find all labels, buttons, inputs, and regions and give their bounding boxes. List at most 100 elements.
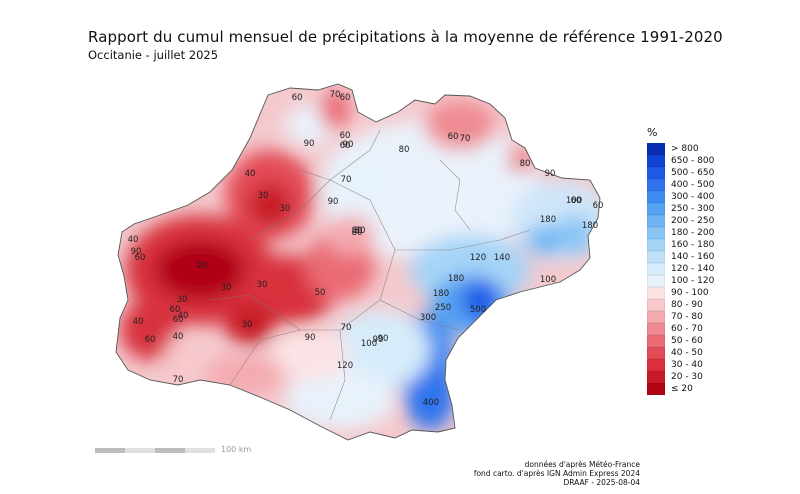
contour-label: 30	[242, 320, 253, 330]
contour-label: 100	[361, 339, 377, 349]
legend-item: 100 - 120	[647, 275, 714, 287]
contour-label: 90	[343, 140, 354, 150]
credit-line: fond carto. d'après IGN Admin Express 20…	[473, 469, 640, 478]
legend-label: 140 - 160	[671, 252, 715, 262]
legend-unit: %	[647, 126, 658, 139]
contour-label: 60	[448, 132, 459, 142]
scale-bar: 100 km	[95, 445, 251, 454]
contour-label: 60	[135, 253, 146, 263]
legend-item: 300 - 400	[647, 191, 714, 203]
contour-label: 40	[128, 235, 139, 245]
legend-swatch	[647, 191, 665, 203]
legend-swatch	[647, 299, 665, 311]
scale-label: 100 km	[221, 445, 252, 454]
legend-label: 300 - 400	[671, 192, 715, 202]
legend-label: 70 - 80	[671, 312, 703, 322]
contour-label: 90	[545, 169, 556, 179]
legend-label: 20 - 30	[671, 372, 703, 382]
legend-item: 500 - 650	[647, 167, 714, 179]
legend-item: 650 - 800	[647, 155, 714, 167]
legend-item: 30 - 40	[647, 359, 714, 371]
legend-swatch	[647, 143, 665, 155]
credit-line: DRAAF - 2025-08-04	[563, 478, 640, 487]
legend-swatch	[647, 383, 665, 395]
legend-item: 80 - 90	[647, 299, 714, 311]
legend-label: 650 - 800	[671, 156, 715, 166]
legend-swatch	[647, 215, 665, 227]
contour-label: 60	[292, 93, 303, 103]
contour-label: 300	[420, 313, 436, 323]
credit-line: données d'après Météo-France	[524, 460, 640, 469]
contour-label: 100	[566, 196, 582, 206]
legend-label: 160 - 180	[671, 240, 715, 250]
contour-label: 70	[341, 323, 352, 333]
legend: % > 800 650 - 800 500 - 650 400 - 500 300 - …	[647, 126, 714, 395]
legend-item: 180 - 200	[647, 227, 714, 239]
contour-label: 80	[355, 226, 366, 236]
contour-label: 140	[494, 253, 510, 263]
contour-label: 90	[378, 334, 389, 344]
contour-label: 180	[448, 274, 464, 284]
map-subtitle: Occitanie - juillet 2025	[88, 48, 219, 62]
legend-swatch	[647, 263, 665, 275]
legend-item: 40 - 50	[647, 347, 714, 359]
legend-swatch	[647, 155, 665, 167]
legend-swatch	[647, 311, 665, 323]
legend-item: 160 - 180	[647, 239, 714, 251]
department-borders	[209, 129, 531, 421]
contour-label: 20	[197, 261, 208, 271]
contour-label: 500	[470, 305, 486, 315]
contour-label: 50	[315, 288, 326, 298]
legend-swatch	[647, 203, 665, 215]
legend-label: ≤ 20	[671, 384, 693, 394]
contour-label: 70	[460, 134, 471, 144]
contour-label: 80	[352, 228, 363, 238]
legend-swatch	[647, 287, 665, 299]
contour-label: 30	[258, 191, 269, 201]
legend-swatch	[647, 227, 665, 239]
legend-swatch	[647, 275, 665, 287]
legend-swatch	[647, 239, 665, 251]
contour-label: 30	[177, 295, 188, 305]
legend-item: 70 - 80	[647, 311, 714, 323]
legend-label: 100 - 120	[671, 276, 715, 286]
legend-item: 60 - 70	[647, 323, 714, 335]
contour-label: 80	[352, 226, 363, 236]
credits: données d'après Météo-France fond carto.…	[474, 460, 640, 487]
contour-label: 40	[173, 332, 184, 342]
contour-label: 400	[423, 398, 439, 408]
contour-label: 80	[520, 159, 531, 169]
legend-label: 120 - 140	[671, 264, 715, 274]
legend-label: 500 - 650	[671, 168, 715, 178]
legend-label: 400 - 500	[671, 180, 715, 190]
legend-label: 30 - 40	[671, 360, 703, 370]
contour-label: 60	[340, 131, 351, 141]
legend-swatch	[647, 167, 665, 179]
precipitation-raster	[116, 84, 600, 440]
contour-label: 60	[340, 93, 351, 103]
contour-label: 90	[305, 333, 316, 343]
contour-label: 70	[173, 375, 184, 385]
contour-label: 90	[304, 139, 315, 149]
legend-swatch	[647, 347, 665, 359]
legend-swatch	[647, 323, 665, 335]
contour-label: 40	[133, 317, 144, 327]
contour-label: 100	[540, 275, 556, 285]
legend-item: 200 - 250	[647, 215, 714, 227]
contour-label: 70	[330, 90, 341, 100]
legend-label: 60 - 70	[671, 324, 703, 334]
contour-label: 30	[221, 283, 232, 293]
contour-label: 70	[341, 175, 352, 185]
legend-item: > 800	[647, 143, 714, 155]
contour-label: 60	[340, 141, 351, 151]
contour-label: 60	[170, 305, 181, 315]
legend-swatch	[647, 251, 665, 263]
legend-item: 250 - 300	[647, 203, 714, 215]
contour-label: 60	[593, 201, 604, 211]
legend-item: 90 - 100	[647, 287, 714, 299]
legend-label: 40 - 50	[671, 348, 703, 358]
contour-label: 30	[280, 204, 291, 214]
legend-swatch	[647, 359, 665, 371]
